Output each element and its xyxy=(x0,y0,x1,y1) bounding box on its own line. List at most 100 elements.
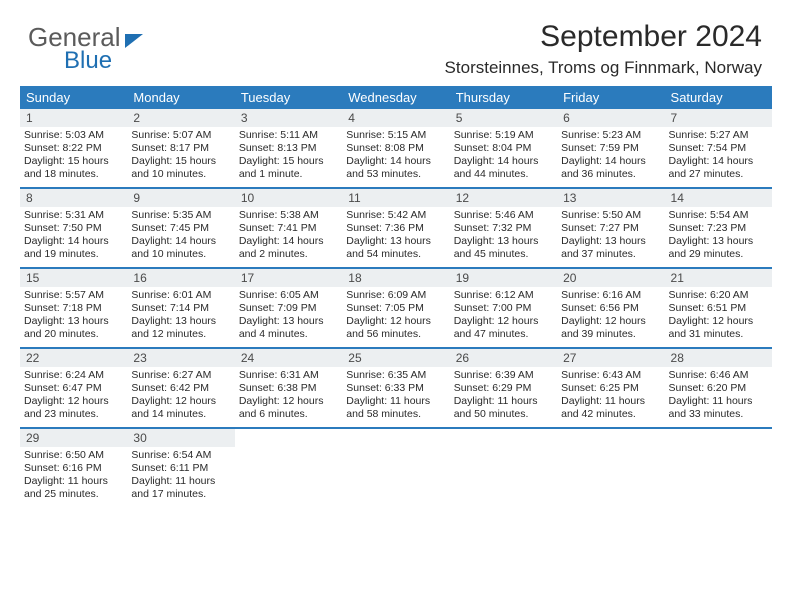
day-number: 7 xyxy=(665,109,772,127)
calendar-header-row: Sunday Monday Tuesday Wednesday Thursday… xyxy=(20,86,772,109)
day-day1: Daylight: 15 hours xyxy=(239,155,338,168)
day-sunrise: Sunrise: 5:19 AM xyxy=(454,129,553,142)
day-day1: Daylight: 12 hours xyxy=(454,315,553,328)
calendar-day: 26Sunrise: 6:39 AMSunset: 6:29 PMDayligh… xyxy=(450,349,557,427)
calendar-day: 3Sunrise: 5:11 AMSunset: 8:13 PMDaylight… xyxy=(235,109,342,187)
header-sunday: Sunday xyxy=(20,86,127,109)
day-sunset: Sunset: 7:36 PM xyxy=(346,222,445,235)
calendar-day: 9Sunrise: 5:35 AMSunset: 7:45 PMDaylight… xyxy=(127,189,234,267)
day-body: Sunrise: 6:46 AMSunset: 6:20 PMDaylight:… xyxy=(665,367,772,426)
day-body: Sunrise: 6:39 AMSunset: 6:29 PMDaylight:… xyxy=(450,367,557,426)
day-number: 28 xyxy=(665,349,772,367)
day-number: 10 xyxy=(235,189,342,207)
day-sunset: Sunset: 7:09 PM xyxy=(239,302,338,315)
calendar-day: 11Sunrise: 5:42 AMSunset: 7:36 PMDayligh… xyxy=(342,189,449,267)
day-sunset: Sunset: 7:14 PM xyxy=(131,302,230,315)
calendar-day: 24Sunrise: 6:31 AMSunset: 6:38 PMDayligh… xyxy=(235,349,342,427)
day-day2: and 25 minutes. xyxy=(24,488,123,501)
day-body: Sunrise: 5:57 AMSunset: 7:18 PMDaylight:… xyxy=(20,287,127,346)
day-number: 8 xyxy=(20,189,127,207)
day-day2: and 58 minutes. xyxy=(346,408,445,421)
day-sunrise: Sunrise: 5:46 AM xyxy=(454,209,553,222)
calendar-day: 20Sunrise: 6:16 AMSunset: 6:56 PMDayligh… xyxy=(557,269,664,347)
day-day1: Daylight: 11 hours xyxy=(24,475,123,488)
day-day2: and 45 minutes. xyxy=(454,248,553,261)
day-day1: Daylight: 11 hours xyxy=(131,475,230,488)
day-number: 5 xyxy=(450,109,557,127)
day-sunset: Sunset: 7:50 PM xyxy=(24,222,123,235)
calendar-day: 18Sunrise: 6:09 AMSunset: 7:05 PMDayligh… xyxy=(342,269,449,347)
day-body: Sunrise: 6:12 AMSunset: 7:00 PMDaylight:… xyxy=(450,287,557,346)
day-body: Sunrise: 5:50 AMSunset: 7:27 PMDaylight:… xyxy=(557,207,664,266)
day-day1: Daylight: 13 hours xyxy=(239,315,338,328)
day-body: Sunrise: 6:50 AMSunset: 6:16 PMDaylight:… xyxy=(20,447,127,506)
day-sunset: Sunset: 6:11 PM xyxy=(131,462,230,475)
day-day1: Daylight: 14 hours xyxy=(131,235,230,248)
day-sunset: Sunset: 7:41 PM xyxy=(239,222,338,235)
day-sunrise: Sunrise: 6:09 AM xyxy=(346,289,445,302)
page-subtitle: Storsteinnes, Troms og Finnmark, Norway xyxy=(445,58,762,78)
day-number: 17 xyxy=(235,269,342,287)
day-day1: Daylight: 12 hours xyxy=(346,315,445,328)
day-number: 13 xyxy=(557,189,664,207)
day-day2: and 37 minutes. xyxy=(561,248,660,261)
calendar-week: 22Sunrise: 6:24 AMSunset: 6:47 PMDayligh… xyxy=(20,349,772,429)
page-title: September 2024 xyxy=(540,20,762,54)
day-body: Sunrise: 6:43 AMSunset: 6:25 PMDaylight:… xyxy=(557,367,664,426)
day-body: Sunrise: 5:54 AMSunset: 7:23 PMDaylight:… xyxy=(665,207,772,266)
day-day2: and 29 minutes. xyxy=(669,248,768,261)
header-friday: Friday xyxy=(557,86,664,109)
day-day2: and 42 minutes. xyxy=(561,408,660,421)
day-day2: and 23 minutes. xyxy=(24,408,123,421)
day-sunset: Sunset: 6:47 PM xyxy=(24,382,123,395)
calendar-week: 1Sunrise: 5:03 AMSunset: 8:22 PMDaylight… xyxy=(20,109,772,189)
day-sunrise: Sunrise: 5:23 AM xyxy=(561,129,660,142)
day-sunrise: Sunrise: 6:43 AM xyxy=(561,369,660,382)
day-sunset: Sunset: 6:25 PM xyxy=(561,382,660,395)
day-day2: and 18 minutes. xyxy=(24,168,123,181)
calendar-body: 1Sunrise: 5:03 AMSunset: 8:22 PMDaylight… xyxy=(20,109,772,507)
calendar-day: 16Sunrise: 6:01 AMSunset: 7:14 PMDayligh… xyxy=(127,269,234,347)
day-day2: and 2 minutes. xyxy=(239,248,338,261)
calendar-day: 22Sunrise: 6:24 AMSunset: 6:47 PMDayligh… xyxy=(20,349,127,427)
calendar-day-empty xyxy=(557,429,664,507)
day-day1: Daylight: 12 hours xyxy=(239,395,338,408)
day-day1: Daylight: 11 hours xyxy=(346,395,445,408)
day-number: 29 xyxy=(20,429,127,447)
calendar-day: 28Sunrise: 6:46 AMSunset: 6:20 PMDayligh… xyxy=(665,349,772,427)
calendar-day: 14Sunrise: 5:54 AMSunset: 7:23 PMDayligh… xyxy=(665,189,772,267)
day-number: 19 xyxy=(450,269,557,287)
day-number: 25 xyxy=(342,349,449,367)
day-sunset: Sunset: 7:18 PM xyxy=(24,302,123,315)
day-body: Sunrise: 6:35 AMSunset: 6:33 PMDaylight:… xyxy=(342,367,449,426)
day-number: 26 xyxy=(450,349,557,367)
day-day2: and 31 minutes. xyxy=(669,328,768,341)
calendar-day: 7Sunrise: 5:27 AMSunset: 7:54 PMDaylight… xyxy=(665,109,772,187)
day-sunrise: Sunrise: 5:35 AM xyxy=(131,209,230,222)
day-sunset: Sunset: 6:33 PM xyxy=(346,382,445,395)
calendar-day: 12Sunrise: 5:46 AMSunset: 7:32 PMDayligh… xyxy=(450,189,557,267)
day-day2: and 10 minutes. xyxy=(131,168,230,181)
calendar-day: 6Sunrise: 5:23 AMSunset: 7:59 PMDaylight… xyxy=(557,109,664,187)
day-day2: and 1 minute. xyxy=(239,168,338,181)
calendar-day: 13Sunrise: 5:50 AMSunset: 7:27 PMDayligh… xyxy=(557,189,664,267)
day-sunrise: Sunrise: 6:46 AM xyxy=(669,369,768,382)
day-sunrise: Sunrise: 6:50 AM xyxy=(24,449,123,462)
day-day1: Daylight: 14 hours xyxy=(346,155,445,168)
day-sunrise: Sunrise: 5:11 AM xyxy=(239,129,338,142)
day-body: Sunrise: 6:01 AMSunset: 7:14 PMDaylight:… xyxy=(127,287,234,346)
day-day2: and 12 minutes. xyxy=(131,328,230,341)
day-day2: and 47 minutes. xyxy=(454,328,553,341)
calendar-day: 15Sunrise: 5:57 AMSunset: 7:18 PMDayligh… xyxy=(20,269,127,347)
day-number: 14 xyxy=(665,189,772,207)
day-sunrise: Sunrise: 6:54 AM xyxy=(131,449,230,462)
day-day2: and 56 minutes. xyxy=(346,328,445,341)
day-sunset: Sunset: 7:32 PM xyxy=(454,222,553,235)
calendar-day-empty xyxy=(450,429,557,507)
day-sunset: Sunset: 7:27 PM xyxy=(561,222,660,235)
day-number: 15 xyxy=(20,269,127,287)
day-sunrise: Sunrise: 5:15 AM xyxy=(346,129,445,142)
calendar-day: 10Sunrise: 5:38 AMSunset: 7:41 PMDayligh… xyxy=(235,189,342,267)
day-number xyxy=(342,429,449,433)
day-number: 12 xyxy=(450,189,557,207)
